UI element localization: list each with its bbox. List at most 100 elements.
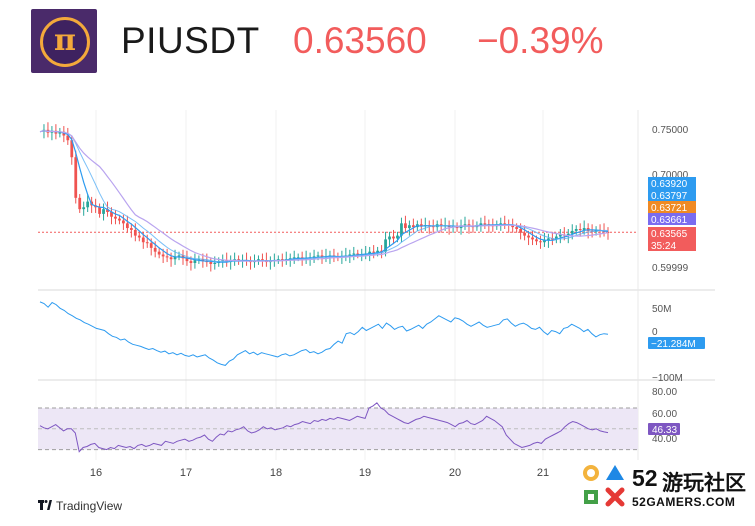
price-badge-text: 35:24 (651, 241, 676, 252)
rsi-band (38, 408, 638, 450)
vertical-grid (95, 110, 544, 460)
price-change-percent: −0.39% (477, 20, 604, 61)
candle-body (503, 223, 507, 225)
candle-body (177, 255, 181, 257)
price-badge-text: 0.63565 (651, 229, 688, 240)
candle-body (233, 259, 237, 261)
candle-body (296, 257, 300, 259)
candle-body (78, 197, 82, 210)
candle-body (539, 241, 542, 243)
candle-body (114, 216, 117, 219)
candle-body (316, 255, 320, 257)
candle-body (165, 256, 169, 258)
chart-svg[interactable]: 0.75000 0.70000 0.59999 0.639200.637970.… (0, 110, 755, 521)
rsi-tick-label: 40.00 (652, 434, 677, 445)
price-badge-text: 0.63721 (651, 203, 688, 214)
candle-body (58, 131, 62, 134)
price-tick-label: 0.59999 (652, 263, 689, 274)
price-tick-label: 0.70000 (652, 170, 689, 181)
candle-body (312, 256, 316, 258)
candle-body (197, 259, 201, 261)
current-price: 0.63560 (293, 20, 427, 61)
candle-body (102, 209, 105, 214)
rsi-value-badge (648, 423, 680, 435)
candle-body (463, 224, 467, 226)
candle-body (582, 228, 586, 230)
price-badge (648, 177, 696, 189)
candle-body (535, 239, 538, 242)
candlestick-series (42, 122, 610, 272)
candle-body (133, 229, 137, 236)
candle-body (348, 254, 352, 256)
rsi-tick-label: 80.00 (652, 387, 677, 398)
candle-body (404, 223, 407, 229)
candle-body (122, 220, 125, 224)
volume-tick-label: −100M (652, 373, 683, 384)
candle-body (372, 251, 376, 253)
watermark-title: 游玩社区 (662, 471, 746, 495)
candle-body (82, 207, 86, 210)
candle-body (566, 233, 570, 236)
price-badge (648, 239, 696, 251)
candle-body (574, 229, 578, 231)
price-badge-text: 0.63661 (651, 215, 688, 226)
candle-body (288, 258, 292, 260)
candle-body (531, 237, 534, 240)
time-axis-label: 16 (90, 467, 102, 479)
candle-body (400, 223, 403, 236)
candle-body (479, 223, 483, 226)
candle-body (86, 201, 90, 208)
logo-ring: π (40, 17, 90, 67)
candle-body (145, 242, 149, 244)
price-pane (38, 122, 638, 272)
candle-body (153, 247, 157, 252)
time-axis-label: 17 (180, 467, 192, 479)
candle-body (261, 259, 264, 261)
candle-body (396, 235, 399, 239)
candle-body (578, 229, 582, 230)
candle-body (74, 157, 78, 198)
candle-body (98, 207, 101, 214)
candle-body (280, 259, 284, 261)
candle-body (511, 225, 515, 228)
candle-body (157, 251, 161, 255)
candle-body (554, 236, 558, 240)
rsi-value-text: 46.33 (652, 425, 677, 436)
candle-body (110, 212, 113, 217)
candle-body (125, 223, 129, 229)
candle-body (209, 262, 213, 264)
candle-body (221, 260, 225, 262)
candle-body (606, 231, 610, 233)
candle-body (380, 250, 383, 252)
candle-body (161, 254, 165, 257)
watermark-number: 52 (632, 465, 658, 491)
chart-area[interactable]: 0.75000 0.70000 0.59999 0.63920 0.63797 0.… (0, 110, 755, 521)
price-badge-text: 0.63797 (651, 191, 688, 202)
candle-body (352, 253, 356, 255)
candle-body (519, 229, 523, 233)
candle-body (570, 230, 574, 234)
obv-value-text: −21.284M (651, 339, 696, 350)
candle-body (276, 259, 280, 261)
time-axis-label: 18 (270, 467, 282, 479)
time-axis-label: 21 (537, 467, 549, 479)
ticker-symbol: PIUSDT (121, 20, 260, 61)
candle-body (118, 218, 121, 221)
candle-body (558, 234, 562, 237)
ticker-header: π PIUSDT 0.63560 −0.39% (0, 0, 755, 86)
candle-body (388, 236, 391, 240)
candle-body (129, 228, 133, 230)
candle-body (419, 224, 423, 227)
candle-body (515, 227, 519, 229)
candle-body (356, 253, 360, 255)
rsi-line (39, 402, 609, 453)
candle-body (213, 263, 217, 264)
candle-body (66, 135, 70, 141)
candle-body (62, 131, 66, 136)
candle-body (384, 239, 387, 252)
candle-body (201, 259, 205, 262)
moving-average-fast-line (39, 130, 609, 263)
moving-average-slow-line (39, 130, 609, 262)
candle-body (106, 209, 109, 212)
